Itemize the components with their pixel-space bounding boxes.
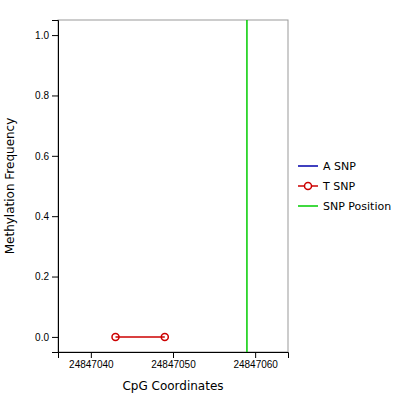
x-axis-title: CpG Coordinates — [122, 379, 223, 393]
legend-label: A SNP — [323, 160, 356, 173]
legend-swatch — [298, 205, 318, 207]
tick-label: 0.4 — [35, 211, 49, 222]
tick-mark — [91, 352, 92, 358]
tick: 24847040 — [69, 352, 114, 370]
tick-mark — [173, 352, 174, 358]
tick-label: 0.2 — [35, 271, 49, 282]
tick-label: 24847050 — [151, 359, 196, 370]
point — [161, 333, 168, 340]
x-axis: 24847040 24847050 24847060 — [59, 352, 289, 370]
tick-mark — [52, 156, 58, 157]
tick-label: 0.8 — [35, 90, 49, 101]
series-line — [116, 336, 165, 338]
tick-mark — [255, 352, 256, 358]
y-axis-title: Methylation Frequency — [3, 118, 17, 255]
tick-mark — [52, 277, 58, 278]
tick-mark — [52, 216, 58, 217]
tick-label: 24847040 — [69, 359, 114, 370]
tick: 0.2 — [35, 271, 58, 282]
y-axis: 0.0 0.2 0.4 0.6 0.8 1.0 — [35, 21, 58, 353]
axis-line — [59, 353, 289, 359]
point — [112, 333, 119, 340]
legend-item: SNP Position — [298, 200, 391, 213]
legend-label: SNP Position — [323, 200, 391, 213]
tick-label: 0.6 — [35, 151, 49, 162]
vertical-line — [246, 20, 248, 352]
legend-item: A SNP — [298, 160, 356, 173]
tick: 0.0 — [35, 332, 58, 343]
tick-label: 1.0 — [35, 30, 49, 41]
marks — [112, 20, 247, 352]
legend-swatch — [298, 165, 318, 167]
tick-mark — [52, 35, 58, 36]
tick: 24847050 — [151, 352, 196, 370]
tick-label: 24847060 — [233, 359, 278, 370]
legend: A SNP T SNP SNP Position — [298, 160, 391, 213]
tick-label: 0.0 — [35, 332, 49, 343]
legend-marker — [305, 183, 312, 190]
axis-line — [52, 21, 59, 353]
legend-label: T SNP — [322, 180, 355, 193]
tick: 0.6 — [35, 151, 58, 162]
chart: 24847040 24847050 24847060 0.0 0.2 0.4 0.6 0.8 1… — [0, 0, 400, 400]
plot-frame — [58, 20, 288, 352]
tick: 0.4 — [35, 211, 58, 222]
legend-item: T SNP — [298, 180, 355, 193]
tick-mark — [52, 337, 58, 338]
tick-mark — [52, 95, 58, 96]
tick: 0.8 — [35, 90, 58, 101]
plot: 24847040 24847050 24847060 0.0 0.2 0.4 0.6 0.8 1… — [35, 20, 288, 370]
tick: 24847060 — [233, 352, 278, 370]
tick: 1.0 — [35, 30, 58, 41]
